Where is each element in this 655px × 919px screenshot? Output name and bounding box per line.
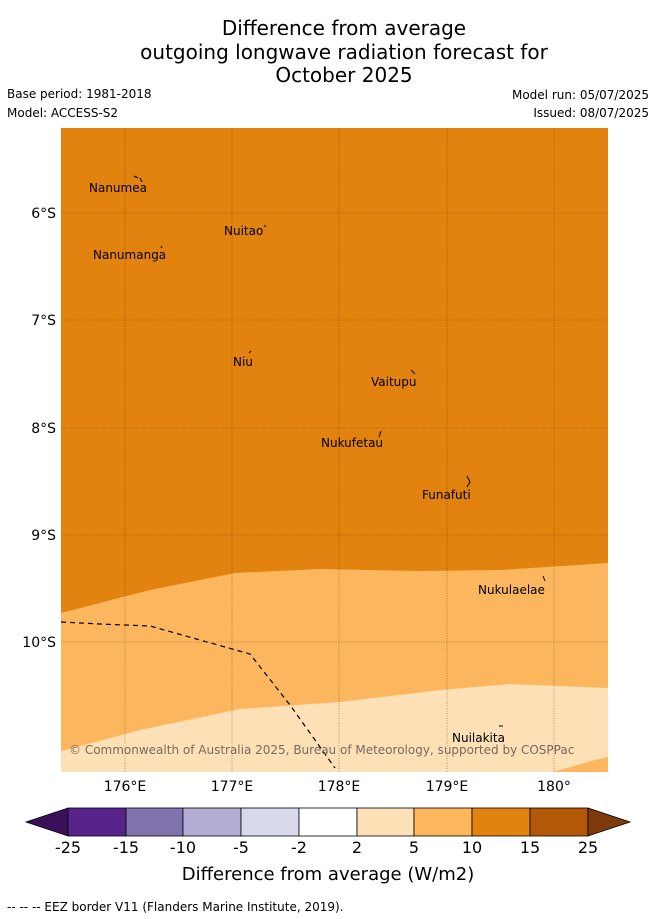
colorbar-tick: 15 [520, 838, 540, 857]
colorbar-tick: -15 [113, 838, 139, 857]
colorbar: -25 -15 -10 -5 -2 2 5 10 15 25 Differenc… [24, 807, 632, 885]
colorbar-tick: -5 [233, 838, 249, 857]
lat-label-6s: 6°S [31, 206, 56, 222]
title-line-1: Difference from average [221, 16, 467, 40]
lon-label-180: 180° [537, 779, 571, 795]
place-nanumanga: Nanumanga [93, 248, 166, 262]
coast-funafuti [466, 475, 471, 488]
map-figure: Nanumea Nuitao Nanumanga Niu Vaitupu Nuk… [22, 128, 632, 885]
lon-label-176e: 176°E [104, 779, 147, 795]
place-nuilakita: Nuilakita [452, 731, 505, 745]
colorbar-tick: 5 [409, 838, 419, 857]
issued-text: Issued: 08/07/2025 [533, 106, 649, 120]
map-panel [61, 128, 608, 772]
place-nukufetau: Nukufetau [321, 436, 383, 450]
colorbar-cell [471, 807, 531, 837]
lat-label-9s: 9°S [31, 528, 56, 544]
colorbar-cell [125, 807, 184, 837]
colorbar-cell [356, 807, 415, 837]
lon-label-178e: 178°E [318, 779, 361, 795]
colorbar-cell [67, 807, 127, 837]
lat-label-8s: 8°S [31, 421, 56, 437]
base-period-text: Base period: 1981-2018 [7, 87, 152, 101]
colorbar-cell [240, 807, 300, 837]
colorbar-tick: 2 [352, 838, 362, 857]
title-line-2: outgoing longwave radiation forecast for [140, 39, 548, 64]
coast-nanumea [133, 175, 143, 183]
colorbar-tick: -10 [170, 838, 196, 857]
graticule [61, 128, 608, 772]
colorbar-extend-high [587, 807, 632, 837]
coast-niu [248, 350, 252, 354]
copyright-text: © Commonwealth of Australia 2025, Bureau… [69, 743, 574, 757]
map-title: Difference from average outgoing longwav… [0, 16, 655, 88]
eez-border [60, 621, 336, 769]
title-line-3: October 2025 [275, 63, 413, 87]
colorbar-label: Difference from average (W/m2) [182, 864, 474, 885]
coast-nukufetau [378, 430, 382, 438]
coast-vaitupu [410, 369, 416, 375]
coast-nukulaelae [542, 575, 546, 582]
colorbar-tick: -25 [55, 838, 81, 857]
colorbar-tick: 10 [462, 838, 482, 857]
place-nukulaelae: Nukulaelae [478, 583, 545, 597]
coast-nanumanga [160, 245, 163, 249]
lat-label-7s: 7°S [31, 313, 56, 329]
place-vaitupu: Vaitupu [371, 375, 417, 389]
colorbar-tick: -2 [291, 838, 307, 857]
place-niu: Niu [233, 355, 253, 369]
lon-label-179e: 179°E [426, 779, 469, 795]
place-funafuti: Funafuti [422, 488, 471, 502]
lat-label-10s: 10°S [22, 635, 56, 651]
place-nuitao: Nuitao [224, 224, 263, 238]
colorbar-tick: 25 [578, 838, 598, 857]
colorbar-extend-low [24, 807, 69, 837]
place-nanumea: Nanumea [89, 181, 147, 195]
coast-nuitao [263, 224, 267, 228]
colorbar-cell [529, 807, 589, 837]
colorbar-cell [298, 807, 358, 837]
eez-legend-text: -- -- -- EEZ border V11 (Flanders Marine… [7, 900, 344, 914]
model-run-text: Model run: 05/07/2025 [511, 88, 649, 102]
colorbar-cell [413, 807, 473, 837]
colorbar-cells [67, 807, 589, 837]
colorbar-cell [182, 807, 242, 837]
island-coastlines [133, 175, 546, 727]
model-text: Model: ACCESS-S2 [7, 106, 119, 120]
lon-label-177e: 177°E [211, 779, 254, 795]
shading-2-5 [61, 684, 608, 772]
